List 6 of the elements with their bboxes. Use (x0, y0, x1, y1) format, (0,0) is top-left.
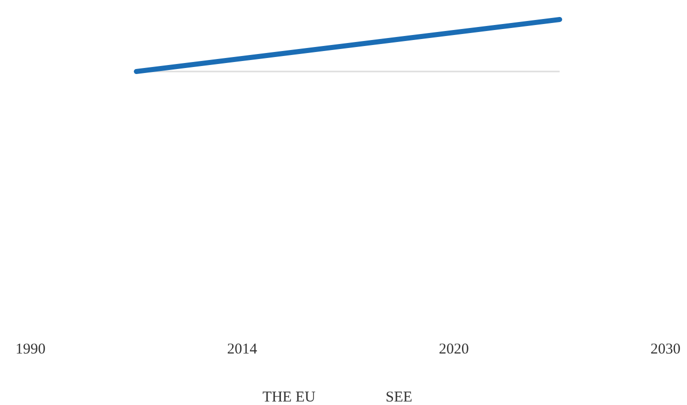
x-tick-label: 2030 (650, 342, 680, 358)
x-tick-label: 1990 (16, 342, 46, 358)
x-tick-label: 2020 (438, 342, 469, 358)
text: SEE (386, 390, 412, 405)
x-tick-label: 2014 (227, 342, 258, 358)
text: THE EU (262, 390, 316, 405)
